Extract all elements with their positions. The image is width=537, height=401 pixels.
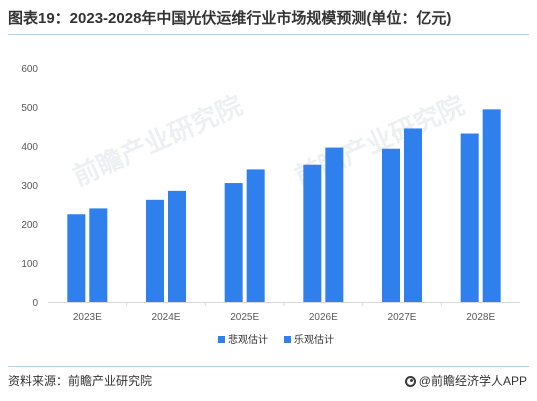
- bar-optimistic-2026E: [325, 147, 344, 302]
- source-note: 资料来源：前瞻产业研究院: [8, 374, 153, 388]
- bar-optimistic-2023E: [89, 208, 108, 302]
- y-tick-label: 400: [21, 142, 38, 153]
- x-tick-label: 2026E: [309, 312, 338, 323]
- bar-pessimistic-2024E: [146, 199, 164, 302]
- bar-optimistic-2025E: [246, 169, 265, 302]
- title-divider: [8, 34, 529, 35]
- y-tick-label: 300: [21, 181, 38, 192]
- brand-logo-icon: [404, 375, 416, 387]
- y-tick-label: 600: [21, 64, 38, 75]
- bar-pessimistic-2027E: [382, 148, 400, 302]
- bar-pessimistic-2025E: [224, 183, 243, 302]
- bar-optimistic-2028E: [482, 109, 501, 302]
- footer: 资料来源：前瞻产业研究院 @前瞻经济学人APP: [8, 369, 529, 393]
- brand-text: @前瞻经济学人APP: [418, 374, 527, 388]
- legend-label-pessimistic: 悲观估计: [228, 333, 268, 346]
- legend-swatch-optimistic: [284, 336, 291, 343]
- x-tick-label: 2025E: [230, 312, 259, 323]
- brand-credit[interactable]: @前瞻经济学人APP: [404, 369, 527, 393]
- bar-pessimistic-2023E: [67, 214, 86, 302]
- bar-pessimistic-2028E: [460, 133, 479, 302]
- x-tick-label: 2028E: [466, 312, 495, 323]
- bar-pessimistic-2026E: [303, 164, 322, 302]
- y-tick-label: 100: [21, 259, 38, 270]
- footer-divider: [8, 366, 529, 367]
- bar-optimistic-2027E: [404, 128, 422, 302]
- x-tick-label: 2023E: [73, 312, 102, 323]
- x-tick-label: 2027E: [388, 312, 417, 323]
- y-tick-label: 500: [21, 103, 38, 114]
- bar-optimistic-2024E: [168, 190, 186, 302]
- watermark-text: 前瞻产业研究院: [68, 90, 247, 192]
- chart-title: 图表19：2023-2028年中国光伏运维行业市场规模预测(单位：亿元): [8, 10, 452, 27]
- y-tick-label: 200: [21, 220, 38, 231]
- y-tick-label: 0: [32, 298, 38, 309]
- legend-label-optimistic: 乐观估计: [294, 333, 334, 346]
- x-tick-label: 2024E: [152, 312, 181, 323]
- legend-swatch-pessimistic: [218, 336, 225, 343]
